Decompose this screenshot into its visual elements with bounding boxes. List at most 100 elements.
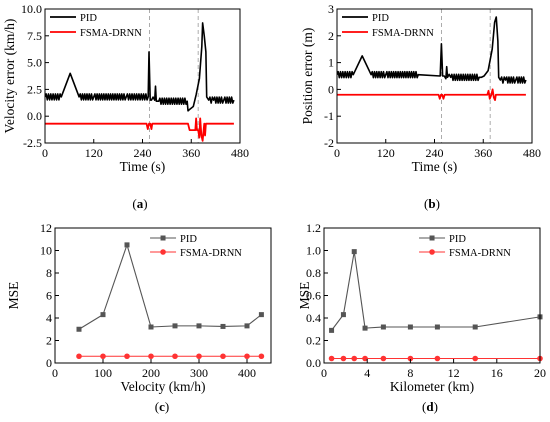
- y-tick-label: -2.5: [23, 136, 42, 150]
- fsma-drnn-point: [407, 355, 414, 362]
- fsma-drnn-point: [362, 355, 368, 362]
- y-tick-label: 10.0: [21, 2, 42, 16]
- pid-point: [351, 249, 357, 255]
- series-line-pid: [337, 16, 527, 84]
- fsma-drnn-point: [351, 355, 358, 362]
- series-line-pid: [331, 251, 540, 331]
- x-tick-label: 16: [491, 366, 503, 380]
- y-tick-label: 12: [40, 221, 52, 235]
- fsma-drnn-point: [124, 353, 130, 360]
- y-tick-label: 0.6: [306, 289, 321, 303]
- x-tick-label: 360: [182, 146, 200, 160]
- fsma-drnn-point: [340, 355, 347, 362]
- series-line-fsma-drnn: [45, 117, 234, 142]
- x-axis-label: Kilometer (km): [390, 379, 474, 394]
- fsma-drnn-point: [328, 355, 335, 362]
- y-axis-label: MSE: [297, 282, 312, 310]
- x-tick-label: 0: [52, 366, 58, 380]
- panel-caption: (b): [424, 196, 440, 211]
- x-tick-label: 100: [94, 366, 112, 380]
- legend-label: FSMA-DRNN: [372, 28, 434, 39]
- panel-caption: (d): [422, 399, 438, 414]
- y-tick-label: 0.2: [306, 334, 321, 348]
- fsma-drnn-point: [380, 355, 387, 362]
- fsma-drnn-point: [100, 353, 106, 360]
- pid-point: [124, 242, 130, 248]
- x-tick-label: 300: [190, 366, 208, 380]
- x-tick-label: 360: [474, 146, 492, 160]
- y-tick-label: 1.2: [306, 221, 321, 235]
- panel-caption: (c): [155, 399, 169, 414]
- y-tick-label: 2: [46, 334, 52, 348]
- x-tick-label: 8: [407, 366, 413, 380]
- x-tick-label: 480: [523, 146, 541, 160]
- y-tick-label: 1: [328, 56, 334, 70]
- y-tick-label: 4: [46, 311, 52, 325]
- y-tick-label: 2: [328, 29, 334, 43]
- y-axis-label: Position error (m): [300, 28, 315, 125]
- x-tick-label: 0: [321, 366, 327, 380]
- chart-b: 0 120 240 360 480 -2 -1 0 1 2 3 Time (s) Position er…: [300, 2, 541, 211]
- chart-c: 0 100 200 300 400 0 2 4 6 8 10 12 Velocity (km/h) MSE…: [6, 221, 272, 414]
- y-tick-label: 0.8: [306, 266, 321, 280]
- legend-label: FSMA-DRNN: [449, 248, 511, 259]
- y-tick-label: 8: [46, 266, 52, 280]
- pid-point: [76, 326, 82, 332]
- pid-point: [407, 324, 413, 330]
- pid-point: [258, 312, 264, 318]
- y-tick-label: 0.4: [306, 311, 321, 325]
- y-tick-label: 2.5: [27, 82, 42, 96]
- pid-point: [244, 323, 250, 329]
- y-tick-label: 0.0: [27, 109, 42, 123]
- x-tick-label: 200: [142, 366, 160, 380]
- chart-a: 0 120 240 360 480 -2.5 0.0 2.5 5.0 7.5 10.0 Time (s…: [2, 2, 249, 211]
- x-axis-label: Time (s): [120, 159, 166, 174]
- y-tick-label: -2: [324, 136, 334, 150]
- y-tick-label: 0.0: [306, 356, 321, 370]
- legend-marker: [429, 249, 435, 255]
- pid-point: [380, 324, 386, 330]
- series-line-fsma-drnn: [337, 88, 526, 102]
- y-tick-label: 6: [46, 289, 52, 303]
- pid-point: [472, 324, 478, 330]
- legend-marker: [160, 235, 166, 241]
- x-tick-label: 0: [42, 146, 48, 160]
- x-tick-label: 480: [231, 146, 249, 160]
- pid-point: [220, 323, 226, 329]
- legend-marker: [429, 235, 435, 241]
- legend-label: PID: [180, 234, 197, 245]
- x-tick-label: 240: [134, 146, 152, 160]
- series-line-pid: [45, 22, 235, 112]
- y-tick-label: 1.0: [306, 244, 321, 258]
- fsma-drnn-point: [172, 353, 178, 360]
- fsma-drnn-point: [196, 353, 202, 360]
- pid-point: [148, 324, 154, 330]
- pid-point: [196, 323, 202, 329]
- fsma-drnn-point: [244, 353, 250, 360]
- pid-point: [340, 312, 346, 318]
- fsma-drnn-point: [472, 355, 479, 362]
- x-tick-label: 12: [448, 366, 460, 380]
- fsma-drnn-point: [434, 355, 441, 362]
- pid-point: [434, 324, 440, 330]
- pid-point: [172, 323, 178, 329]
- y-tick-label: 10: [40, 244, 52, 258]
- y-tick-label: 0: [46, 356, 52, 370]
- fsma-drnn-point: [148, 353, 154, 360]
- y-axis-label: Velocity error (km/h): [2, 19, 17, 134]
- y-tick-label: 0: [328, 82, 334, 96]
- panel-caption: (a): [132, 196, 147, 211]
- fsma-drnn-point: [220, 353, 226, 360]
- x-tick-label: 240: [426, 146, 444, 160]
- x-tick-label: 120: [377, 146, 395, 160]
- x-axis-label: Velocity (km/h): [120, 379, 205, 394]
- pid-point: [362, 325, 368, 331]
- pid-point: [329, 327, 335, 333]
- legend-label: PID: [372, 13, 389, 24]
- y-tick-label: -1: [324, 109, 334, 123]
- fsma-drnn-point: [76, 353, 82, 360]
- x-tick-label: 20: [534, 366, 546, 380]
- legend-label: PID: [449, 234, 466, 245]
- pid-point: [100, 312, 106, 318]
